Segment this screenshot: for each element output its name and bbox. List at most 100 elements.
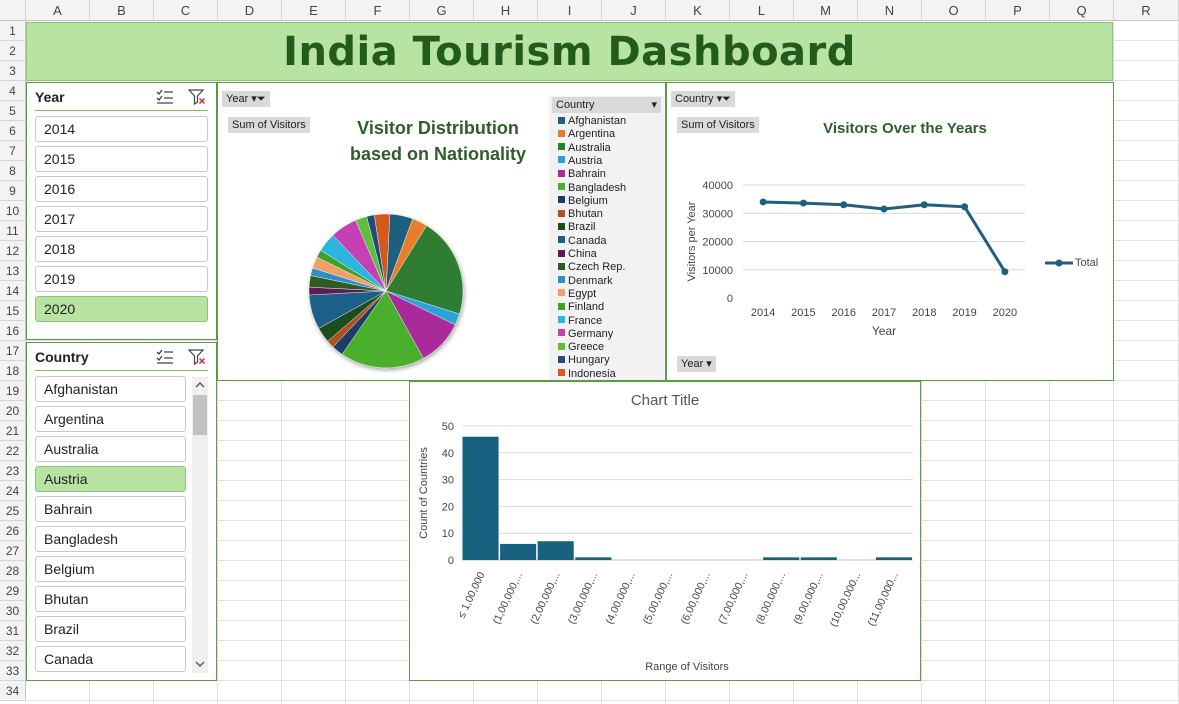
legend-entry[interactable]: Greece <box>558 341 604 354</box>
row-header[interactable]: 8 <box>0 161 26 181</box>
column-header[interactable]: D <box>218 0 282 21</box>
scroll-down-icon[interactable] <box>195 660 205 668</box>
legend-entry[interactable]: Argentina <box>558 128 615 141</box>
row-header[interactable]: 22 <box>0 441 26 461</box>
column-header[interactable]: C <box>154 0 218 21</box>
row-header[interactable]: 29 <box>0 581 26 601</box>
row-header[interactable]: 3 <box>0 61 26 81</box>
row-header[interactable]: 27 <box>0 541 26 561</box>
column-header[interactable]: I <box>538 0 602 21</box>
row-header[interactable]: 9 <box>0 181 26 201</box>
legend-entry[interactable]: France <box>558 315 602 328</box>
legend-entry[interactable]: Bahrain <box>558 168 606 181</box>
column-header[interactable]: P <box>986 0 1050 21</box>
column-header[interactable]: L <box>730 0 794 21</box>
legend-entry[interactable]: Austria <box>558 155 602 168</box>
clear-filter-icon[interactable] <box>188 89 206 105</box>
line-point[interactable] <box>880 205 888 213</box>
slicer-item-belgium[interactable]: Belgium <box>35 556 186 582</box>
line-point[interactable] <box>920 201 928 209</box>
multi-select-icon[interactable] <box>156 349 174 365</box>
row-header[interactable]: 25 <box>0 501 26 521</box>
row-header[interactable]: 5 <box>0 101 26 121</box>
slicer-item-2019[interactable]: 2019 <box>35 266 208 292</box>
pie-slice-indonesia[interactable] <box>374 213 391 292</box>
pie-slice-bangladesh[interactable] <box>341 290 424 369</box>
row-header[interactable]: 16 <box>0 321 26 341</box>
row-header[interactable]: 1 <box>0 21 26 41</box>
row-header[interactable]: 34 <box>0 681 26 701</box>
row-header[interactable]: 32 <box>0 641 26 661</box>
legend-entry[interactable]: Finland <box>558 301 604 314</box>
slicer-item-argentina[interactable]: Argentina <box>35 406 186 432</box>
row-header[interactable]: 31 <box>0 621 26 641</box>
histogram-panel[interactable]: Chart Title 0 10 20 30 40 50 ≤ 1,00,000 (1,00,0… <box>409 381 921 681</box>
column-header[interactable]: B <box>90 0 154 21</box>
sum-of-visitors-button[interactable]: Sum of Visitors <box>228 117 310 133</box>
line-point[interactable] <box>840 201 848 209</box>
row-header[interactable]: 6 <box>0 121 26 141</box>
row-header[interactable]: 26 <box>0 521 26 541</box>
select-all-corner[interactable] <box>0 0 26 21</box>
row-header[interactable]: 14 <box>0 281 26 301</box>
histogram-bar[interactable] <box>575 557 612 560</box>
column-header[interactable]: M <box>794 0 858 21</box>
pie-chart-panel[interactable]: Year ▾⏷ Sum of Visitors Visitor Distribu… <box>217 82 666 381</box>
column-header[interactable]: N <box>858 0 922 21</box>
row-header[interactable]: 23 <box>0 461 26 481</box>
legend-entry[interactable]: Denmark <box>558 275 613 288</box>
column-header[interactable]: H <box>474 0 538 21</box>
slicer-item-bahrain[interactable]: Bahrain <box>35 496 186 522</box>
legend-entry[interactable]: Afghanistan <box>558 115 626 128</box>
scroll-up-icon[interactable] <box>195 381 205 389</box>
slicer-item-canada[interactable]: Canada <box>35 646 186 672</box>
column-header[interactable]: K <box>666 0 730 21</box>
line-chart-panel[interactable]: Country ▾⏷ Sum of Visitors Visitors Over… <box>666 82 1114 381</box>
legend-entry[interactable]: Czech Rep. <box>558 261 625 274</box>
row-header[interactable]: 11 <box>0 221 26 241</box>
row-header[interactable]: 24 <box>0 481 26 501</box>
column-header[interactable]: O <box>922 0 986 21</box>
multi-select-icon[interactable] <box>156 89 174 105</box>
row-header[interactable]: 18 <box>0 361 26 381</box>
row-header[interactable]: 20 <box>0 401 26 421</box>
legend-entry[interactable]: Australia <box>558 142 611 155</box>
legend-entry[interactable]: Hungary <box>558 354 610 367</box>
histogram-chart[interactable]: 0 10 20 30 40 50 ≤ 1,00,000 (1,00,000,... (2,00,… <box>410 412 920 680</box>
line-point[interactable] <box>1001 268 1009 276</box>
row-header[interactable]: 10 <box>0 201 26 221</box>
legend-entry[interactable]: Bhutan <box>558 208 603 221</box>
row-header[interactable]: 19 <box>0 381 26 401</box>
legend-entry[interactable]: Belgium <box>558 195 608 208</box>
slicer-item-2017[interactable]: 2017 <box>35 206 208 232</box>
row-header[interactable]: 30 <box>0 601 26 621</box>
line-point[interactable] <box>759 198 767 206</box>
legend-entry[interactable]: Brazil <box>558 221 596 234</box>
country-field-button[interactable]: Country ▾⏷ <box>671 91 735 107</box>
row-header[interactable]: 21 <box>0 421 26 441</box>
row-header[interactable]: 33 <box>0 661 26 681</box>
row-header[interactable]: 2 <box>0 41 26 61</box>
column-header[interactable]: G <box>410 0 474 21</box>
slicer-item-2018[interactable]: 2018 <box>35 236 208 262</box>
legend-entry[interactable]: Indonesia <box>558 368 616 381</box>
pie-chart[interactable] <box>298 203 478 373</box>
clear-filter-icon[interactable] <box>188 349 206 365</box>
slicer-item-austria[interactable]: Austria <box>35 466 186 492</box>
column-header[interactable]: F <box>346 0 410 21</box>
histogram-bar[interactable] <box>462 436 499 560</box>
slicer-item-2015[interactable]: 2015 <box>35 146 208 172</box>
country-slicer-scrollbar[interactable] <box>192 377 208 673</box>
histogram-bar[interactable] <box>537 541 574 560</box>
country-field-button[interactable]: Country ▾ <box>552 97 661 113</box>
slicer-item-brazil[interactable]: Brazil <box>35 616 186 642</box>
column-header[interactable]: R <box>1114 0 1179 21</box>
row-header[interactable]: 17 <box>0 341 26 361</box>
sum-of-visitors-button[interactable]: Sum of Visitors <box>677 117 759 133</box>
histogram-bar[interactable] <box>763 557 800 560</box>
legend-entry[interactable]: Germany <box>558 328 613 341</box>
scroll-thumb[interactable] <box>193 395 207 435</box>
slicer-item-2020[interactable]: 2020 <box>35 296 208 322</box>
legend-entry[interactable]: Egypt <box>558 288 596 301</box>
row-header[interactable]: 15 <box>0 301 26 321</box>
